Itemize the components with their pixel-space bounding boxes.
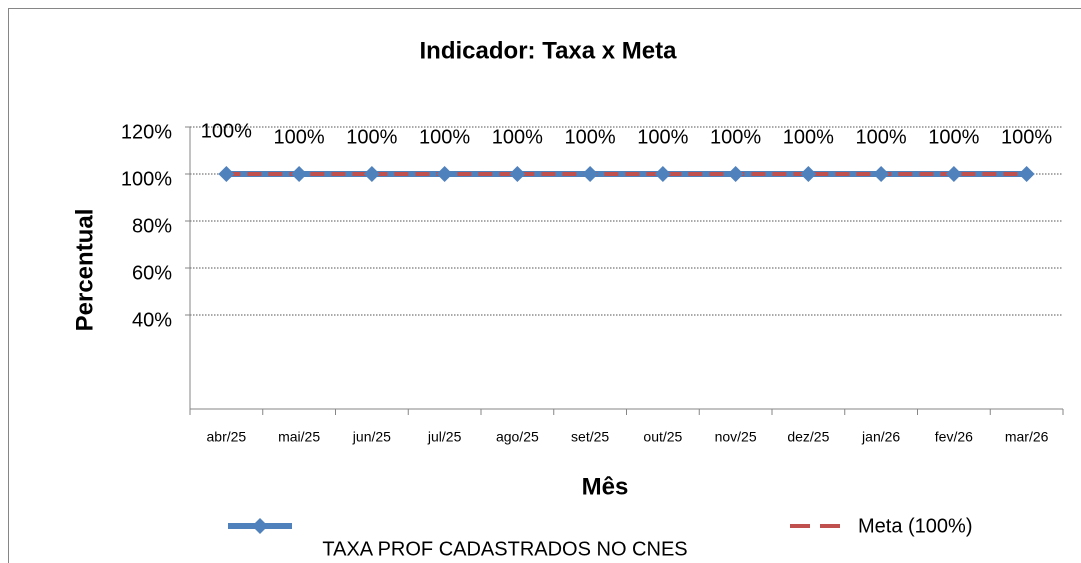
data-label: 100%: [419, 126, 470, 148]
marker: [800, 166, 817, 182]
marker: [873, 166, 890, 182]
data-label: 100%: [274, 126, 325, 148]
marker: [291, 166, 308, 182]
marker: [727, 166, 744, 182]
y-tick-label: 60%: [132, 262, 172, 284]
x-tick-label: fev/26: [935, 429, 973, 445]
y-tick-label: 40%: [132, 309, 172, 331]
x-tick-label: abr/25: [207, 429, 247, 445]
x-tick-label: mai/25: [278, 429, 320, 445]
data-label: 100%: [928, 126, 979, 148]
x-tick-label: mar/26: [1005, 429, 1049, 445]
legend-marker: [252, 518, 268, 534]
chart-title: Indicador: Taxa x Meta: [420, 37, 678, 64]
x-tick-label: jun/25: [352, 429, 391, 445]
data-label: 100%: [565, 126, 616, 148]
data-label: 100%: [710, 126, 761, 148]
data-label: 100%: [856, 126, 907, 148]
x-tick-label: jul/25: [427, 429, 462, 445]
data-label: 100%: [783, 126, 834, 148]
y-tick-label: 120%: [121, 121, 172, 143]
x-tick-label: ago/25: [496, 429, 539, 445]
marker: [509, 166, 526, 182]
legend-label: TAXA PROF CADASTRADOS NO CNES: [322, 538, 687, 560]
marker: [1018, 166, 1035, 182]
marker: [436, 166, 453, 182]
y-tick-label: 100%: [121, 168, 172, 190]
y-axis-label: Percentual: [71, 209, 98, 332]
x-tick-label: out/25: [643, 429, 682, 445]
marker: [945, 166, 962, 182]
chart-border: [8, 8, 1081, 563]
marker: [654, 166, 671, 182]
data-label: 100%: [201, 120, 252, 142]
y-tick-label: 80%: [132, 215, 172, 237]
marker: [582, 166, 599, 182]
x-axis-label: Mês: [582, 473, 629, 500]
x-tick-label: jan/26: [861, 429, 900, 445]
marker: [218, 166, 235, 182]
data-label: 100%: [1001, 126, 1052, 148]
marker: [363, 166, 380, 182]
legend-label: Meta (100%): [858, 515, 973, 537]
x-tick-label: nov/25: [715, 429, 757, 445]
data-label: 100%: [492, 126, 543, 148]
data-label: 100%: [637, 126, 688, 148]
x-tick-label: dez/25: [787, 429, 829, 445]
x-tick-label: set/25: [571, 429, 609, 445]
data-label: 100%: [346, 126, 397, 148]
